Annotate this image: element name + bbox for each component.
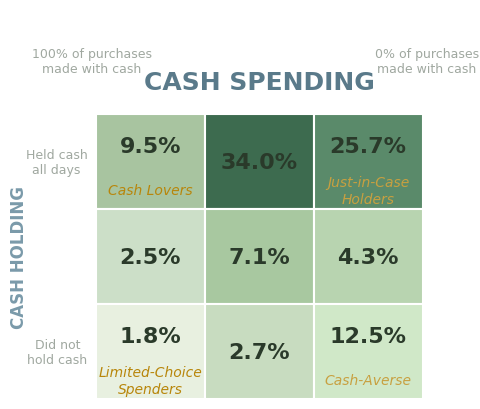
- Text: Did not
hold cash: Did not hold cash: [27, 338, 87, 366]
- Text: CASH SPENDING: CASH SPENDING: [144, 71, 374, 94]
- FancyBboxPatch shape: [204, 210, 313, 305]
- FancyBboxPatch shape: [96, 210, 204, 305]
- Text: Held cash
all days: Held cash all days: [25, 148, 87, 177]
- Text: CASH HOLDING: CASH HOLDING: [10, 186, 27, 329]
- FancyBboxPatch shape: [204, 305, 313, 400]
- Text: 7.1%: 7.1%: [228, 247, 289, 267]
- Text: 2.5%: 2.5%: [120, 247, 181, 267]
- Text: 25.7%: 25.7%: [329, 136, 406, 156]
- FancyBboxPatch shape: [313, 210, 422, 305]
- FancyBboxPatch shape: [204, 115, 313, 210]
- FancyBboxPatch shape: [96, 115, 204, 210]
- Text: 1.8%: 1.8%: [120, 326, 181, 346]
- FancyBboxPatch shape: [313, 305, 422, 400]
- Text: Limited-Choice
Spenders: Limited-Choice Spenders: [98, 366, 202, 396]
- Text: 100% of purchases
made with cash: 100% of purchases made with cash: [32, 48, 151, 76]
- FancyBboxPatch shape: [96, 305, 204, 400]
- Text: 4.3%: 4.3%: [337, 247, 398, 267]
- Text: 12.5%: 12.5%: [329, 326, 406, 346]
- Text: 2.7%: 2.7%: [228, 342, 289, 362]
- Text: 9.5%: 9.5%: [120, 136, 181, 156]
- Text: Cash-Averse: Cash-Averse: [324, 373, 411, 387]
- Text: 34.0%: 34.0%: [220, 153, 297, 173]
- Text: Just-in-Case
Holders: Just-in-Case Holders: [326, 176, 408, 206]
- FancyBboxPatch shape: [313, 115, 422, 210]
- Text: Cash Lovers: Cash Lovers: [108, 184, 192, 198]
- Text: 0% of purchases
made with cash: 0% of purchases made with cash: [374, 48, 478, 76]
